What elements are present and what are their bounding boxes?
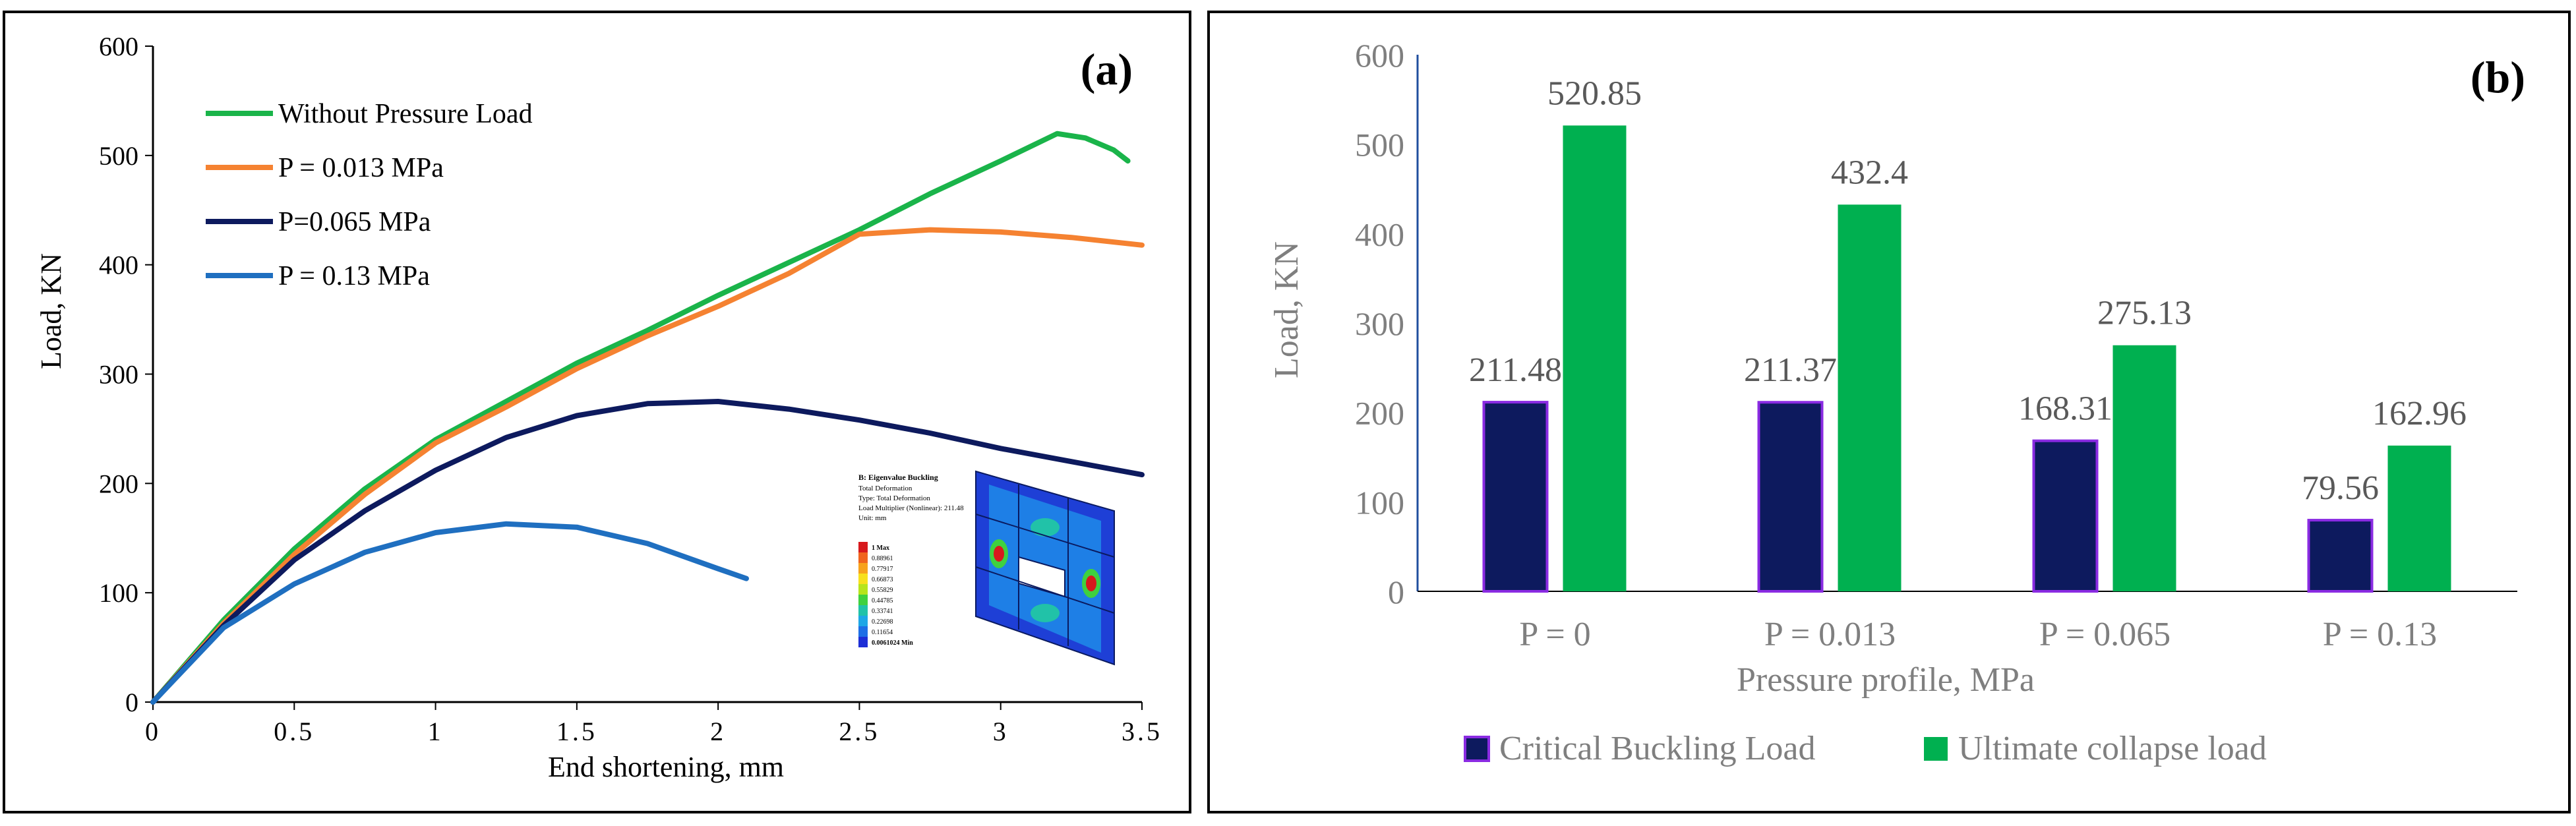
legend-label-0: Without Pressure Load [278, 99, 533, 129]
bar-value-label-1-2: 275.13 [2097, 295, 2192, 332]
panel-a-x-tick-label: 2 [710, 717, 726, 746]
panel-a-y-tick-label: 0 [125, 688, 138, 717]
inset-scale-label: 0.22698 [872, 618, 893, 626]
panel-a-y-tick-label: 600 [99, 32, 138, 61]
inset-scale-label: 0.44785 [872, 597, 893, 605]
bar-0-3 [2307, 519, 2374, 593]
inset-scale-swatch [858, 605, 868, 616]
plate-image [975, 470, 1115, 666]
bar-value-label-1-1: 432.4 [1831, 154, 1908, 191]
panel-b: (b) 0 100 200 300 400 500 600 P = 0 P = 0.013 P =… [1207, 11, 2571, 813]
panel-b-y-tick-label: 0 [1388, 574, 1404, 610]
legend-label-1: P = 0.013 MPa [278, 153, 444, 183]
panel-a-y-tick-label: 500 [99, 141, 138, 171]
panel-b-y-tick-label: 200 [1355, 395, 1404, 432]
legend-label-2: P=0.065 MPa [278, 207, 431, 237]
panel-a-axes: 0 100 200 300 400 500 600 0 0.5 1 1.5 2 2.5 3 3.5 [99, 32, 1162, 746]
buckling-inset: B: Eigenvalue Buckling Total Deformation… [858, 470, 1115, 666]
bar-1-3 [2387, 445, 2451, 591]
panel-b-axes: 0 100 200 300 400 500 600 P = 0 P = 0.013 P = 0.0… [1355, 37, 2517, 653]
panel-a-y-tick-label: 400 [99, 251, 138, 280]
bar-0-1 [1757, 401, 1824, 593]
inset-scale-label: 0.66873 [872, 576, 893, 583]
panel-a-x-tick-label: 3.5 [1122, 717, 1162, 746]
legend-label-b-1: Ultimate collapse load [1958, 730, 2267, 767]
inset-scale-swatch [858, 574, 868, 584]
inset-scale-swatch [858, 637, 868, 647]
legend-label-b-0: Critical Buckling Load [1499, 730, 1815, 767]
inset-line-3: Load Multiplier (Nonlinear): 211.48 [858, 504, 964, 512]
inset-scale-swatch [858, 616, 868, 626]
series-line-3 [150, 521, 749, 705]
panel-a-x-tick-label: 0 [145, 717, 161, 746]
inset-scale-label: 0.33741 [872, 608, 893, 615]
series-line-0 [150, 131, 1131, 705]
panel-b-category-label: P = 0.013 [1764, 616, 1896, 653]
inset-line-1: Total Deformation [858, 485, 913, 492]
inset-scale-swatch [858, 552, 868, 563]
panel-b-y-tick-label: 100 [1355, 484, 1404, 521]
inset-scale-swatch [858, 595, 868, 605]
panel-a-x-tick-label: 3 [993, 717, 1009, 746]
panel-a-y-tick-label: 300 [99, 360, 138, 390]
inset-scale-swatch [858, 584, 868, 595]
panel-b-category-label: P = 0.13 [2323, 616, 2437, 653]
panel-b-legend: Critical Buckling Load Ultimate collapse … [1464, 730, 2267, 767]
inset-scale-label: 0.11654 [872, 629, 893, 636]
panel-a-x-tick-label: 0.5 [274, 717, 315, 746]
bar-value-label-0-1: 211.37 [1744, 351, 1837, 389]
bar-value-label-1-0: 520.85 [1547, 74, 1642, 112]
panel-a-y-axis-label: Load, KN [35, 253, 67, 369]
panel-a-x-tick-label: 1.5 [556, 717, 597, 746]
panel-b-y-tick-label: 400 [1355, 216, 1404, 252]
inset-scale-label: 0.0061024 Min [872, 639, 913, 647]
panel-a-y-tick-label: 200 [99, 469, 138, 498]
inset-color-scale: 1 Max 0.88961 0.77917 0.66873 0.55829 0.44785… [858, 542, 913, 647]
inset-title: B: Eigenvalue Buckling [858, 473, 938, 482]
panel-b-bars: 211.48 520.85 211.37 432.4 168.31 275.13 79.56… [1469, 74, 2467, 593]
bar-1-2 [2112, 345, 2176, 591]
inset-scale-label: 0.55829 [872, 587, 893, 594]
panel-b-category-label: P = 0.065 [2039, 616, 2171, 653]
inset-line-4: Unit: mm [858, 514, 887, 522]
legend-swatch-b-1 [1924, 737, 1948, 761]
panel-a-lines [150, 131, 1145, 705]
series-line-2 [150, 399, 1145, 705]
inset-scale-label: 0.77917 [872, 566, 893, 573]
panel-b-y-tick-label: 300 [1355, 305, 1404, 342]
series-line-1 [150, 227, 1145, 705]
panel-a-legend: Without Pressure Load P = 0.013 MPa P=0.06… [206, 99, 533, 291]
panel-b-y-tick-label: 500 [1355, 127, 1404, 163]
bar-1-1 [1838, 204, 1902, 591]
panel-b-category-label: P = 0 [1519, 616, 1590, 653]
inset-scale-swatch [858, 563, 868, 574]
legend-swatch-b-0 [1464, 736, 1490, 762]
inset-scale-swatch [858, 542, 868, 552]
bar-value-label-0-2: 168.31 [2018, 390, 2112, 428]
panel-b-label: (b) [2471, 52, 2525, 102]
panel-a-x-axis-label: End shortening, mm [548, 751, 784, 783]
panel-a-x-tick-label: 2.5 [839, 717, 880, 746]
panel-b-y-axis-label: Load, KN [1268, 241, 1305, 378]
inset-scale-label: 1 Max [872, 545, 889, 552]
panel-a-x-tick-label: 1 [428, 717, 444, 746]
bar-0-2 [2032, 439, 2099, 593]
bar-1-0 [1563, 125, 1627, 591]
panel-b-y-tick-label: 600 [1355, 37, 1404, 74]
legend-label-3: P = 0.13 MPa [278, 261, 430, 291]
inset-line-2: Type: Total Deformation [858, 494, 930, 502]
panel-a-y-tick-label: 100 [99, 578, 138, 608]
inset-scale-label: 0.88961 [872, 555, 893, 562]
panel-a-label: (a) [1081, 44, 1133, 94]
bar-value-label-0-3: 79.56 [2302, 469, 2379, 507]
bar-value-label-0-0: 211.48 [1469, 351, 1562, 389]
inset-scale-swatch [858, 626, 868, 637]
bar-0-0 [1482, 401, 1549, 593]
panel-b-x-axis-label: Pressure profile, MPa [1737, 661, 2035, 699]
bar-value-label-1-3: 162.96 [2372, 395, 2467, 432]
